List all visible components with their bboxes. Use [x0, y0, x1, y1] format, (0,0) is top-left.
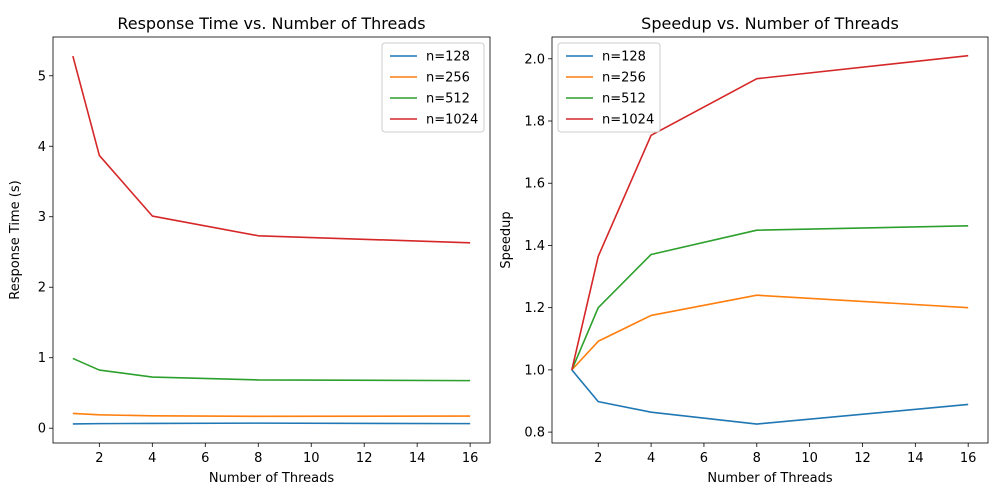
- y-tick-label: 1.0: [524, 363, 545, 378]
- y-tick-label: 2: [38, 281, 46, 296]
- chart-title: Response Time vs. Number of Threads: [117, 14, 425, 33]
- y-tick-label: 2.0: [524, 52, 545, 67]
- y-tick-label: 3: [38, 210, 46, 225]
- legend: n=128 n=256 n=512 n=1024: [557, 42, 661, 133]
- legend-box: [381, 42, 485, 133]
- legend-label: n=512: [426, 92, 470, 107]
- chart-title: Speedup vs. Number of Threads: [641, 14, 899, 33]
- legend: n=128 n=256 n=512 n=1024: [381, 42, 485, 133]
- legend-label: n=128: [602, 50, 646, 65]
- x-tick-label: 2: [95, 451, 103, 466]
- x-tick-label: 16: [462, 451, 479, 466]
- y-axis-label: Response Time (s): [8, 180, 23, 299]
- legend-label: n=128: [426, 50, 470, 65]
- x-tick-label: 14: [907, 451, 924, 466]
- axes-frame: [551, 36, 989, 444]
- y-tick-label: 1.8: [524, 115, 545, 130]
- x-tick-label: 12: [854, 451, 871, 466]
- x-tick-label: 6: [700, 451, 708, 466]
- series-line-n-1024: [72, 55, 471, 244]
- x-tick-label: 14: [409, 451, 426, 466]
- legend-label: n=1024: [426, 113, 478, 128]
- x-tick-label: 8: [254, 451, 262, 466]
- x-tick-label: 2: [594, 451, 602, 466]
- chart-panel-2: 2 4 6 8 10 12 14 16 0.8 1.0 1.2 1.4 1.6 1.8 2.0 Speedup…: [499, 14, 989, 486]
- series-line-n-128: [571, 369, 969, 425]
- y-tick-label: 1.2: [524, 301, 545, 316]
- series-line-n-512: [571, 225, 969, 371]
- x-tick-label: 8: [753, 451, 761, 466]
- legend-label: n=256: [602, 71, 646, 86]
- legend-label: n=512: [602, 92, 646, 107]
- y-tick-label: 4: [38, 140, 46, 155]
- series-line-n-128: [72, 422, 471, 425]
- x-tick-label: 4: [148, 451, 156, 466]
- series-line-n-512: [72, 357, 471, 382]
- x-tick-label: 12: [356, 451, 373, 466]
- x-axis-label: Number of Threads: [707, 471, 832, 486]
- x-tick-label: 16: [960, 451, 977, 466]
- y-tick-label: 1.4: [524, 239, 545, 254]
- y-tick-label: 1.6: [524, 177, 545, 192]
- x-tick-label: 10: [801, 451, 818, 466]
- legend-label: n=1024: [602, 113, 654, 128]
- legend-label: n=256: [426, 71, 470, 86]
- y-tick-label: 0.8: [524, 426, 545, 441]
- x-tick-label: 4: [647, 451, 655, 466]
- legend-box: [557, 42, 661, 133]
- y-tick-label: 0: [38, 422, 46, 437]
- x-tick-label: 10: [303, 451, 320, 466]
- x-tick-label: 6: [201, 451, 209, 466]
- y-tick-label: 5: [38, 69, 46, 84]
- series-line-n-256: [72, 412, 471, 418]
- axes-frame: [52, 36, 491, 444]
- y-axis-label: Speedup: [499, 211, 514, 268]
- series-line-n-256: [571, 294, 969, 371]
- x-axis-label: Number of Threads: [209, 471, 334, 486]
- series-line-n-1024: [571, 54, 969, 371]
- y-tick-label: 1: [38, 351, 46, 366]
